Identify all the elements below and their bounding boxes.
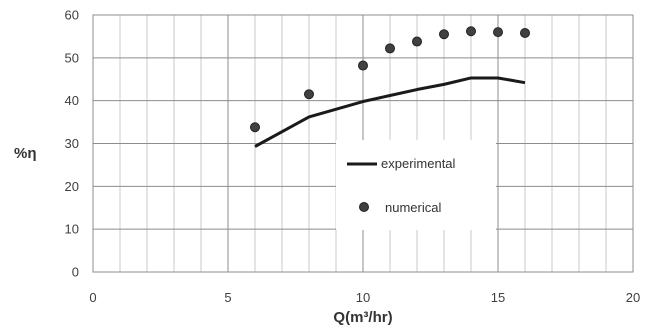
x-axis-title: Q(m³/hr) <box>333 309 392 326</box>
data-point-numerical <box>466 26 476 37</box>
y-tick-label: 30 <box>65 136 79 151</box>
data-point-numerical <box>412 36 422 47</box>
data-point-numerical <box>520 27 530 38</box>
y-tick-label: 60 <box>65 8 79 23</box>
series-layer <box>250 26 530 148</box>
x-axis-tick-labels: 0 5 10 15 20 <box>89 290 640 305</box>
legend-label-numerical: numerical <box>385 200 441 215</box>
y-tick-label: 20 <box>65 179 79 194</box>
data-point-numerical <box>358 60 368 71</box>
y-tick-label: 0 <box>72 265 79 280</box>
data-point-numerical <box>385 43 395 54</box>
x-tick-label: 20 <box>626 290 640 305</box>
plot-border <box>92 14 634 273</box>
y-tick-label: 40 <box>65 93 79 108</box>
y-axis-title: %η <box>14 145 37 162</box>
legend-marker-swatch <box>359 202 369 212</box>
legend: experimental numerical <box>336 140 496 230</box>
y-tick-label: 50 <box>65 50 79 65</box>
data-point-numerical <box>493 27 503 38</box>
x-tick-label: 0 <box>89 290 96 305</box>
y-tick-label: 10 <box>65 222 79 237</box>
x-tick-label: 10 <box>356 290 370 305</box>
legend-label-experimental: experimental <box>381 156 456 171</box>
legend-box <box>336 140 496 230</box>
data-point-numerical <box>304 89 314 100</box>
x-tick-label: 5 <box>224 290 231 305</box>
y-axis-tick-labels: 0 10 20 30 40 50 60 <box>65 8 79 280</box>
data-point-numerical <box>439 29 449 40</box>
x-tick-label: 15 <box>491 290 505 305</box>
data-point-numerical <box>250 122 260 133</box>
